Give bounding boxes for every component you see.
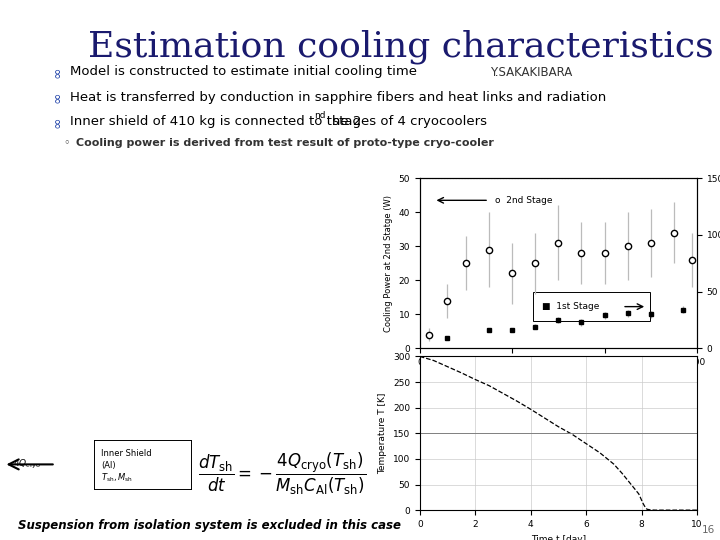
Text: Cooling power is derived from test result of proto-type cryo-cooler: Cooling power is derived from test resul… [76, 138, 494, 148]
Text: Suspension from isolation system is excluded in this case: Suspension from isolation system is excl… [18, 519, 401, 532]
Y-axis label: Temperature T [K]: Temperature T [K] [378, 393, 387, 474]
Text: nd: nd [314, 111, 325, 120]
Text: Model is constructed to estimate initial cooling time: Model is constructed to estimate initial… [70, 65, 417, 78]
Text: 16: 16 [702, 525, 715, 535]
X-axis label: Temp. (K): Temp. (K) [537, 373, 580, 382]
Circle shape [24, 45, 141, 257]
X-axis label: Time t [day]: Time t [day] [531, 535, 586, 540]
Text: (Al): (Al) [102, 461, 116, 469]
Text: ∞: ∞ [50, 91, 64, 103]
Y-axis label: Cooling Power at 2nd Statge (W): Cooling Power at 2nd Statge (W) [384, 195, 393, 332]
Text: ■  1st Stage: ■ 1st Stage [541, 302, 599, 311]
Text: o  2nd Stage: o 2nd Stage [495, 196, 552, 205]
FancyBboxPatch shape [534, 292, 650, 321]
Text: ∞: ∞ [50, 116, 64, 128]
Text: Estimation cooling characteristics: Estimation cooling characteristics [88, 30, 714, 64]
Text: ∞: ∞ [50, 66, 64, 78]
Text: Y.SAKAKIBARA: Y.SAKAKIBARA [490, 65, 572, 78]
Text: Inner shield of 410 kg is connected to the 2: Inner shield of 410 kg is connected to t… [70, 116, 361, 129]
Text: Heat is transferred by conduction in sapphire fibers and heat links and radiatio: Heat is transferred by conduction in sap… [70, 91, 606, 104]
Text: $4Q_{\rm cryo}$: $4Q_{\rm cryo}$ [13, 458, 41, 471]
Text: ◦: ◦ [63, 138, 70, 148]
Text: stages of 4 cryocoolers: stages of 4 cryocoolers [328, 116, 487, 129]
Text: Inner Shield: Inner Shield [102, 449, 152, 458]
Text: $T_{\rm sh}, M_{\rm sh}$: $T_{\rm sh}, M_{\rm sh}$ [102, 472, 133, 484]
Text: $\dfrac{dT_{\rm sh}}{dt} = -\dfrac{4Q_{\rm cryo}(T_{\rm sh})}{M_{\rm sh}C_{\rm A: $\dfrac{dT_{\rm sh}}{dt} = -\dfrac{4Q_{\… [198, 451, 366, 497]
